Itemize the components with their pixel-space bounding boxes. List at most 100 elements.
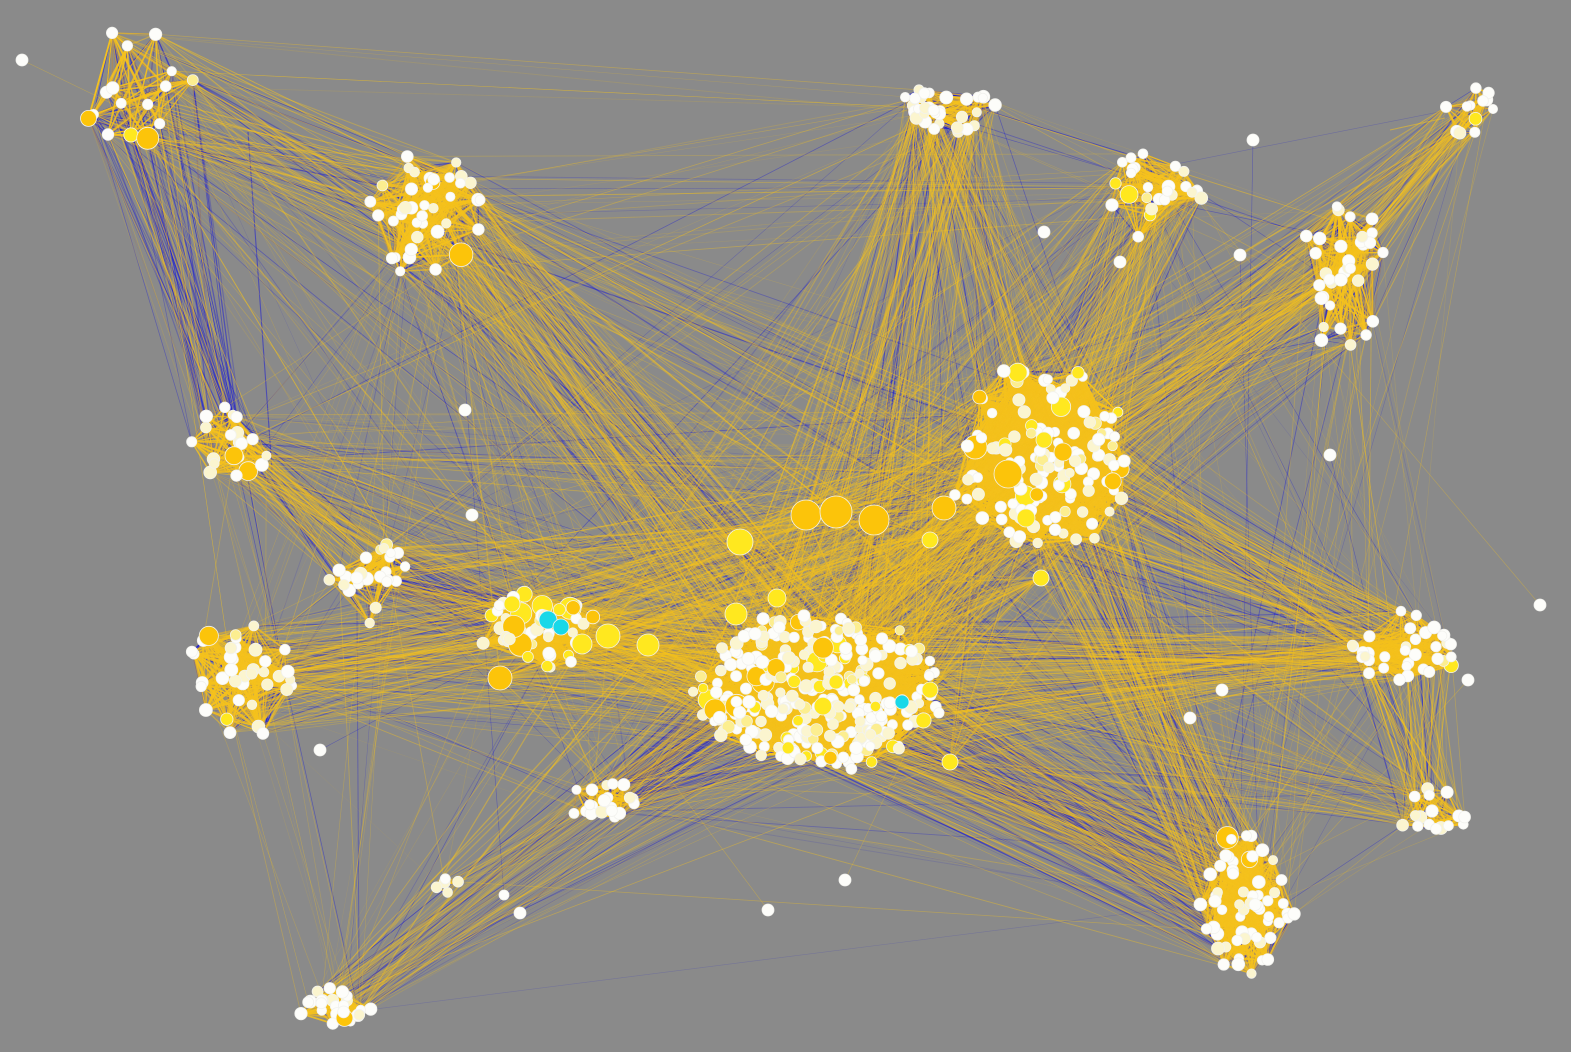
graph-node[interactable]: [1110, 432, 1120, 442]
graph-node[interactable]: [572, 785, 581, 794]
graph-hub-node[interactable]: [1036, 432, 1052, 448]
graph-node[interactable]: [1478, 96, 1489, 107]
graph-node[interactable]: [956, 111, 967, 122]
graph-node[interactable]: [810, 724, 823, 737]
graph-node[interactable]: [778, 704, 788, 714]
graph-node[interactable]: [186, 646, 197, 657]
graph-node[interactable]: [477, 637, 489, 649]
graph-node[interactable]: [1072, 367, 1084, 379]
graph-node[interactable]: [1078, 406, 1090, 418]
graph-node[interactable]: [749, 628, 761, 640]
graph-node[interactable]: [365, 618, 375, 628]
graph-hub-node[interactable]: [922, 682, 938, 698]
graph-node[interactable]: [1471, 83, 1482, 94]
graph-node[interactable]: [585, 800, 595, 810]
graph-node[interactable]: [388, 216, 398, 226]
graph-node[interactable]: [543, 647, 555, 659]
graph-node[interactable]: [1380, 652, 1390, 662]
graph-node[interactable]: [866, 742, 875, 751]
graph-node[interactable]: [1187, 187, 1197, 197]
graph-node[interactable]: [803, 662, 813, 672]
graph-node[interactable]: [225, 430, 236, 441]
graph-node[interactable]: [449, 243, 473, 267]
graph-node[interactable]: [1432, 653, 1444, 665]
graph-node[interactable]: [1013, 394, 1025, 406]
graph-node[interactable]: [365, 1003, 377, 1015]
graph-node[interactable]: [281, 683, 293, 695]
graph-node[interactable]: [1426, 805, 1438, 817]
graph-node[interactable]: [338, 1006, 350, 1018]
graph-node[interactable]: [399, 201, 412, 214]
graph-node[interactable]: [782, 742, 794, 754]
graph-node[interactable]: [365, 196, 376, 207]
graph-node[interactable]: [1256, 844, 1269, 857]
graph-node[interactable]: [1440, 101, 1451, 112]
graph-node[interactable]: [1146, 203, 1158, 215]
graph-node[interactable]: [1050, 511, 1061, 522]
graph-node[interactable]: [230, 630, 241, 641]
graph-node[interactable]: [1364, 631, 1375, 642]
graph-highlight-node[interactable]: [895, 695, 909, 709]
graph-node[interactable]: [1534, 599, 1546, 611]
graph-node[interactable]: [1361, 330, 1372, 341]
graph-node[interactable]: [400, 562, 410, 572]
graph-node[interactable]: [906, 645, 918, 657]
graph-node[interactable]: [201, 422, 212, 433]
graph-node[interactable]: [1238, 887, 1248, 897]
graph-hub-node[interactable]: [820, 496, 852, 528]
graph-node[interactable]: [1379, 663, 1389, 673]
graph-node[interactable]: [1352, 275, 1364, 287]
graph-node[interactable]: [1201, 924, 1212, 935]
graph-node[interactable]: [1431, 823, 1442, 834]
graph-node[interactable]: [1038, 226, 1050, 238]
graph-node[interactable]: [1364, 668, 1375, 679]
graph-node[interactable]: [231, 470, 242, 481]
graph-node[interactable]: [1026, 428, 1036, 438]
graph-node[interactable]: [1262, 954, 1274, 966]
graph-node[interactable]: [850, 741, 863, 754]
graph-node[interactable]: [929, 123, 940, 134]
graph-node[interactable]: [1228, 868, 1239, 879]
graph-hub-node[interactable]: [791, 500, 821, 530]
graph-node[interactable]: [798, 610, 810, 622]
graph-node[interactable]: [1162, 186, 1172, 196]
graph-node[interactable]: [1247, 969, 1256, 978]
graph-node[interactable]: [1332, 202, 1342, 212]
graph-node[interactable]: [814, 697, 832, 715]
graph-node[interactable]: [1424, 790, 1434, 800]
graph-node[interactable]: [377, 180, 388, 191]
graph-node[interactable]: [1209, 895, 1221, 907]
graph-node[interactable]: [1179, 166, 1189, 176]
graph-node[interactable]: [1232, 958, 1245, 971]
graph-node[interactable]: [1360, 651, 1370, 661]
graph-hub-node[interactable]: [727, 529, 753, 555]
graph-node[interactable]: [280, 644, 291, 655]
graph-node[interactable]: [1470, 127, 1480, 137]
graph-node[interactable]: [1424, 666, 1435, 677]
graph-node[interactable]: [417, 211, 428, 222]
graph-node[interactable]: [824, 751, 837, 764]
graph-node[interactable]: [624, 792, 635, 803]
graph-node[interactable]: [1068, 427, 1080, 439]
graph-node[interactable]: [928, 105, 939, 116]
graph-node[interactable]: [1378, 247, 1388, 257]
graph-node[interactable]: [137, 127, 159, 149]
graph-node[interactable]: [106, 27, 117, 38]
graph-node[interactable]: [895, 626, 904, 635]
graph-hub-node[interactable]: [1054, 443, 1072, 461]
graph-node[interactable]: [1335, 240, 1347, 252]
graph-node[interactable]: [122, 41, 132, 51]
graph-node[interactable]: [1212, 942, 1225, 955]
graph-node[interactable]: [900, 92, 910, 102]
graph-node[interactable]: [1397, 819, 1409, 831]
graph-node[interactable]: [1133, 231, 1144, 242]
graph-node[interactable]: [1357, 231, 1368, 242]
graph-node[interactable]: [1313, 232, 1326, 245]
graph-node[interactable]: [473, 224, 485, 236]
graph-node[interactable]: [1115, 492, 1128, 505]
graph-node[interactable]: [1061, 384, 1070, 393]
graph-node[interactable]: [1441, 786, 1453, 798]
graph-node[interactable]: [224, 727, 236, 739]
graph-hub-node[interactable]: [725, 603, 747, 625]
graph-node[interactable]: [1252, 932, 1262, 942]
